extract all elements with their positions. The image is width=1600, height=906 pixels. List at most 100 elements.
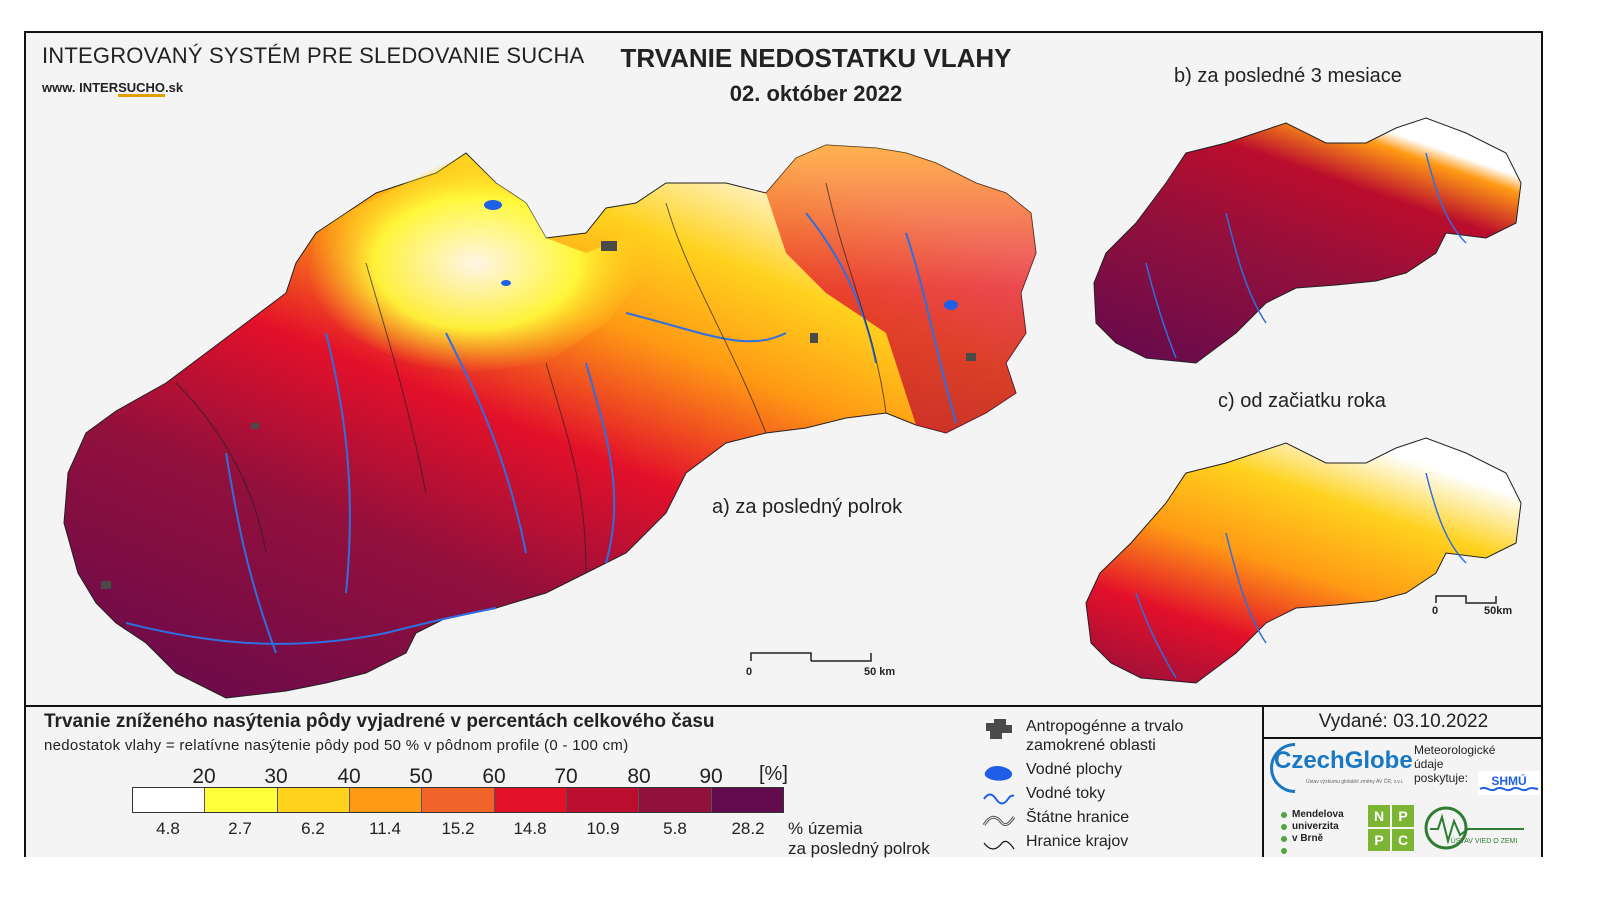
percentage-value: 2.7 <box>228 819 252 838</box>
symbol-region-border: Hranice krajov <box>983 833 1129 851</box>
url-suffix: .sk <box>165 80 184 95</box>
small-scale-end: 50km <box>1484 605 1513 617</box>
symbol-region-border-label: Hranice krajov <box>1026 833 1129 850</box>
percentage-note-line1: % územia <box>788 819 863 838</box>
color-swatch <box>639 788 712 812</box>
symbol-anthropogenic-line1: Antropogénne a trvalo <box>1026 718 1184 735</box>
color-swatch <box>566 788 640 812</box>
nppc-letter: P <box>1368 829 1390 851</box>
legend-unit: [%] <box>759 763 788 785</box>
percentage-value: 15.2 <box>441 819 475 838</box>
small-scale-start: 0 <box>1432 605 1439 617</box>
color-bar <box>132 787 784 813</box>
percentage-value: 6.2 <box>301 819 325 838</box>
mendel-line1: Mendelova <box>1292 809 1344 820</box>
meteo-provider-note: Meteorologické údaje poskytuje: <box>1414 743 1495 785</box>
color-swatch <box>422 788 495 812</box>
url-prefix: www. INTER <box>42 80 119 95</box>
map-title: TRVANIE NEDOSTATKU VLAHY <box>620 43 1012 73</box>
map-c <box>1085 437 1522 684</box>
nppc-logo: N P P C <box>1368 805 1414 851</box>
meteo-line3: poskytuje: <box>1414 771 1469 785</box>
legend-panel: Trvanie zníženého nasýtenia pôdy vyjadre… <box>26 705 1543 858</box>
shmu-logo-text: SHMÚ <box>1491 773 1526 788</box>
anthropogenic-icon <box>986 719 1012 739</box>
symbol-state-border-label: Štátne hranice <box>1026 809 1130 826</box>
threshold-label: 30 <box>264 765 288 788</box>
threshold-label: 60 <box>482 765 506 788</box>
map-b-label: b) za posledné 3 mesiace <box>1174 65 1402 87</box>
percentage-value: 4.8 <box>156 819 180 838</box>
north-highland-zone <box>306 153 646 373</box>
rivers-c <box>1135 472 1467 679</box>
mendel-line3: v Brně <box>1292 833 1324 844</box>
color-swatch <box>494 788 567 812</box>
percentage-value: 28.2 <box>731 819 765 838</box>
threshold-label: 90 <box>699 765 723 788</box>
nppc-letter: C <box>1392 829 1414 851</box>
symbol-water-areas: Vodné plochy <box>984 761 1123 781</box>
shmu-logo: SHMÚ <box>1478 771 1540 795</box>
map-area: INTEGROVANÝ SYSTÉM PRE SLEDOVANIE SUCHA … <box>26 33 1541 703</box>
map-a-label: a) za posledný polrok <box>712 496 903 518</box>
issuer-panel: Vydané: 03.10.2022 CzechGlobe Ústav výzk… <box>1259 707 1543 857</box>
threshold-label: 70 <box>554 765 578 788</box>
color-swatch <box>133 788 206 812</box>
usz-logo: ÚSTAV VIED O ZEMI <box>1424 806 1524 850</box>
percentage-value: 5.8 <box>663 819 687 838</box>
region-borders <box>175 182 887 574</box>
main-scale-bar <box>750 652 872 662</box>
symbol-anthropogenic: Antropogénne a trvalo zamokrené oblasti <box>986 717 1184 755</box>
website-url[interactable]: www. INTERSUCHO.sk <box>42 80 183 95</box>
map-date: 02. október 2022 <box>729 81 903 106</box>
water-area-icon <box>984 766 1013 781</box>
url-brand: SUCHO <box>118 80 166 95</box>
percentage-value: 14.8 <box>513 819 547 838</box>
main-scale-end: 50 km <box>864 666 896 678</box>
threshold-label: 20 <box>192 765 216 788</box>
state-border-icon <box>982 815 1016 827</box>
percentage-value: 10.9 <box>586 819 620 838</box>
small-scale-bar <box>1435 595 1497 604</box>
color-swatch <box>349 788 423 812</box>
meteo-line1: Meteorologické <box>1414 743 1496 757</box>
map-c-label: c) od začiatku roka <box>1218 390 1386 412</box>
legend-subtitle: nedostatok vlahy = relatívne nasýtenie p… <box>44 737 629 754</box>
percentage-note-line2: za posledný polrok <box>788 839 930 858</box>
slovakia-outline-b <box>1093 117 1522 364</box>
nppc-letter: N <box>1368 805 1390 827</box>
threshold-label: 40 <box>337 765 361 788</box>
main-scale-start: 0 <box>746 666 753 678</box>
czechglobe-logo: CzechGlobe <box>1274 747 1413 774</box>
color-swatch <box>277 788 350 812</box>
nppc-letter: P <box>1392 805 1414 827</box>
mendel-logo-dots <box>1281 812 1287 854</box>
symbol-water-streams-label: Vodné toky <box>1026 785 1106 802</box>
symbol-anthropogenic-line2: zamokrené oblasti <box>1026 737 1156 754</box>
figure-frame: INTEGROVANÝ SYSTÉM PRE SLEDOVANIE SUCHA … <box>24 31 1543 858</box>
color-swatch <box>711 788 783 812</box>
usz-logo-text: ÚSTAV VIED O ZEMI <box>1451 836 1518 845</box>
water-stream-icon <box>983 793 1015 805</box>
main-map <box>63 144 1037 699</box>
water-bodies <box>484 200 958 310</box>
color-swatch <box>205 788 278 812</box>
czechglobe-subtitle: Ústav výzkumu globální změny AV ČR, v.v.… <box>1306 779 1404 785</box>
mendel-logo: Mendelova univerzita v Brně <box>1292 809 1344 845</box>
symbol-state-border: Štátne hranice <box>982 809 1130 827</box>
anthropogenic-areas <box>101 241 976 589</box>
region-border-icon <box>983 840 1015 850</box>
threshold-label: 50 <box>409 765 433 788</box>
meteo-line2: údaje <box>1414 757 1444 771</box>
slovakia-outline-c <box>1085 437 1522 684</box>
rivers <box>125 212 957 654</box>
main-map-svg <box>63 117 1522 699</box>
rivers-b <box>1145 152 1467 359</box>
symbol-water-streams: Vodné toky <box>983 785 1106 805</box>
map-b <box>1093 117 1522 364</box>
legend-title: Trvanie zníženého nasýtenia pôdy vyjadre… <box>44 711 715 732</box>
symbol-water-areas-label: Vodné plochy <box>1026 761 1123 778</box>
threshold-label: 80 <box>627 765 651 788</box>
issued-date: Vydané: 03.10.2022 <box>1264 707 1543 739</box>
system-title: INTEGROVANÝ SYSTÉM PRE SLEDOVANIE SUCHA <box>42 43 585 68</box>
